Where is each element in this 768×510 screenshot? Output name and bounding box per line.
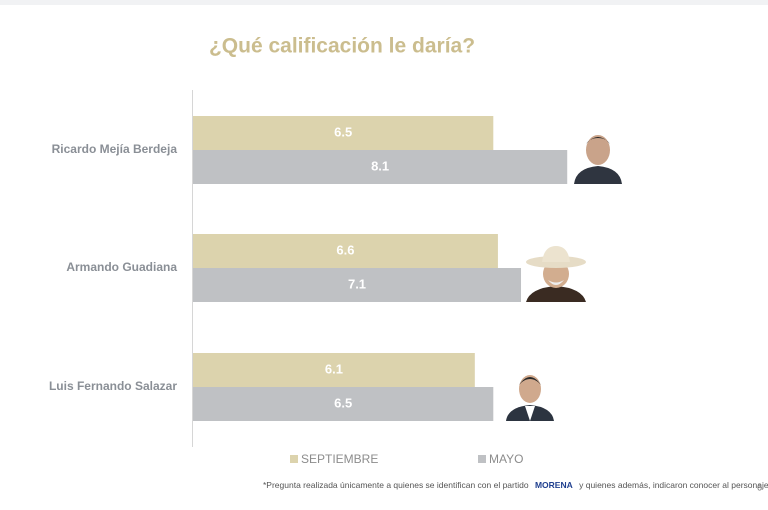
bar: [193, 150, 568, 184]
chart-title: ¿Qué calificación le daría?: [209, 35, 475, 58]
page-number: 6: [757, 482, 762, 492]
footnote-text: *Pregunta realizada únicamente a quienes…: [263, 480, 529, 490]
value-label: 6.6: [336, 242, 354, 257]
legend-swatch: [478, 455, 486, 463]
footnote: *Pregunta realizada únicamente a quienes…: [263, 480, 768, 490]
value-label: 6.1: [325, 361, 343, 376]
category-label: Ricardo Mejía Berdeja: [52, 142, 178, 156]
bar: [193, 387, 494, 421]
portrait: [526, 246, 586, 302]
bar: [193, 116, 494, 150]
legend-swatch: [290, 455, 298, 463]
footnote-party: MORENA: [535, 480, 573, 490]
category-label: Luis Fernando Salazar: [49, 379, 177, 393]
legend-label: SEPTIEMBRE: [301, 452, 378, 466]
footnote-text: y quienes además, indicaron conocer al p…: [579, 480, 768, 490]
value-label: 6.5: [334, 395, 352, 410]
portrait: [574, 135, 622, 184]
bar: [193, 268, 522, 302]
top-strip: [0, 0, 768, 5]
bar: [193, 353, 475, 387]
category-label: Armando Guadiana: [66, 260, 177, 274]
value-label: 8.1: [371, 158, 389, 173]
legend-label: MAYO: [489, 452, 523, 466]
value-label: 7.1: [348, 276, 366, 291]
value-label: 6.5: [334, 124, 352, 139]
portrait: [506, 375, 554, 421]
bar: [193, 234, 498, 268]
